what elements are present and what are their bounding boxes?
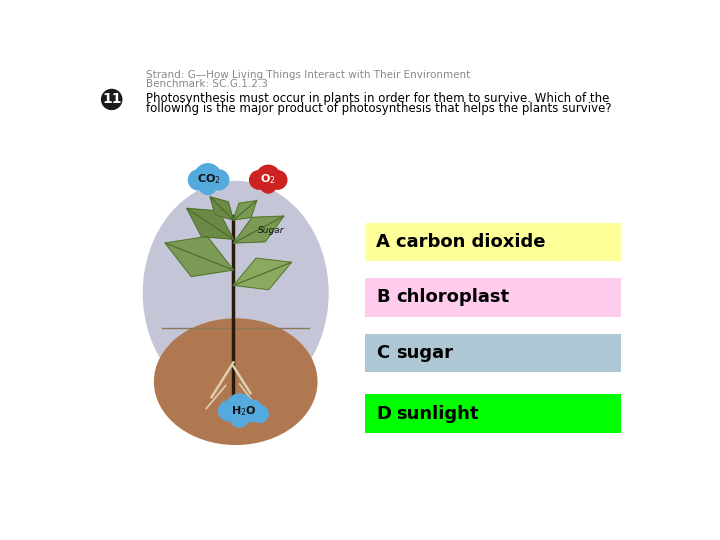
Circle shape bbox=[219, 401, 239, 421]
FancyBboxPatch shape bbox=[365, 334, 621, 372]
Text: B: B bbox=[376, 288, 390, 306]
Polygon shape bbox=[233, 201, 256, 220]
Text: sugar: sugar bbox=[396, 344, 453, 362]
Circle shape bbox=[209, 170, 229, 190]
Text: D: D bbox=[376, 404, 391, 423]
FancyBboxPatch shape bbox=[365, 394, 621, 433]
Text: Photosynthesis must occur in plants in order for them to survive. Which of the: Photosynthesis must occur in plants in o… bbox=[145, 92, 609, 105]
Circle shape bbox=[269, 171, 287, 189]
Circle shape bbox=[199, 178, 216, 194]
Ellipse shape bbox=[154, 318, 318, 445]
Circle shape bbox=[189, 170, 209, 190]
Circle shape bbox=[256, 165, 280, 188]
Polygon shape bbox=[233, 216, 284, 243]
Text: following is the major product of photosynthesis that helps the plants survive?: following is the major product of photos… bbox=[145, 102, 611, 115]
Circle shape bbox=[241, 400, 263, 422]
Text: carbon dioxide: carbon dioxide bbox=[396, 233, 546, 251]
Text: A: A bbox=[376, 233, 390, 251]
Polygon shape bbox=[187, 208, 233, 239]
Text: CO$_2$: CO$_2$ bbox=[197, 172, 220, 186]
Circle shape bbox=[194, 164, 221, 190]
Text: H$_2$O: H$_2$O bbox=[231, 404, 257, 418]
Text: C: C bbox=[376, 344, 390, 362]
Polygon shape bbox=[233, 258, 292, 289]
Text: Sugar: Sugar bbox=[258, 226, 284, 235]
Ellipse shape bbox=[143, 181, 329, 406]
Circle shape bbox=[102, 90, 122, 110]
Text: chloroplast: chloroplast bbox=[396, 288, 509, 306]
Text: 11: 11 bbox=[102, 92, 122, 106]
Circle shape bbox=[250, 171, 269, 189]
Circle shape bbox=[230, 409, 249, 427]
Circle shape bbox=[251, 406, 269, 422]
Polygon shape bbox=[210, 197, 233, 220]
FancyBboxPatch shape bbox=[365, 222, 621, 261]
Circle shape bbox=[226, 394, 253, 420]
FancyBboxPatch shape bbox=[365, 278, 621, 316]
Polygon shape bbox=[165, 237, 233, 276]
Text: O$_2$: O$_2$ bbox=[261, 172, 276, 186]
Text: Strand: G—How Living Things Interact with Their Environment: Strand: G—How Living Things Interact wit… bbox=[145, 70, 470, 80]
Text: sunlight: sunlight bbox=[396, 404, 479, 423]
Text: Benchmark: SC.G.1.2.3: Benchmark: SC.G.1.2.3 bbox=[145, 79, 268, 90]
Circle shape bbox=[261, 178, 276, 193]
